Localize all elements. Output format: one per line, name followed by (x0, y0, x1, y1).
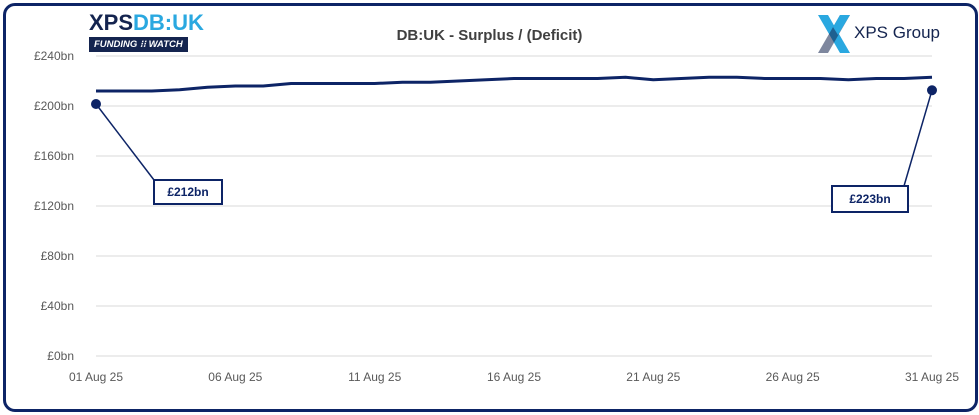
series-line (96, 75, 933, 93)
logo-brand-text: XPSDB:UK (89, 12, 204, 34)
callout-box (153, 179, 223, 205)
y-tick-label: £200bn (34, 99, 74, 113)
chart-title: DB:UK - Surplus / (Deficit) (396, 27, 583, 44)
x-tick-label: 06 Aug 25 (208, 370, 262, 384)
logo-tagline: FUNDING ⁝⁝ WATCH (89, 37, 188, 52)
callout-box (831, 185, 909, 213)
y-tick-label: £160bn (34, 149, 74, 163)
callout-marker (91, 99, 101, 109)
xps-dbuk-logo: XPSDB:UK FUNDING ⁝⁝ WATCH (89, 12, 204, 52)
callout-leader-line (903, 90, 933, 187)
x-tick-label: 01 Aug 25 (69, 370, 123, 384)
x-axis: 01 Aug 25 06 Aug 25 11 Aug 25 16 Aug 25 21 A… (69, 370, 959, 384)
logo-brand-main: XPS (89, 10, 134, 35)
x-tick-label: 26 Aug 25 (766, 370, 820, 384)
callout-marker (927, 85, 937, 96)
callout-label: £223bn (849, 192, 890, 206)
y-tick-label: £40bn (41, 299, 74, 313)
x-tick-label: 11 Aug 25 (348, 370, 401, 384)
logo-right-text: XPS Group (854, 23, 940, 42)
logo-brand-accent: DB:UK (133, 10, 204, 35)
x-tick-label: 16 Aug 25 (487, 370, 541, 384)
x-tick-label: 21 Aug 25 (626, 370, 680, 384)
y-tick-label: £0bn (47, 349, 74, 363)
chart-frame (3, 3, 978, 412)
callout-label: £212bn (167, 185, 208, 199)
gridlines (96, 55, 932, 357)
y-axis: £0bn £40bn £80bn £120bn £160bn £200bn £240bn (34, 49, 74, 363)
callout-leader-line (95, 103, 155, 181)
y-tick-label: £120bn (34, 199, 74, 213)
y-tick-label: £80bn (41, 249, 74, 263)
y-tick-label: £240bn (34, 49, 74, 63)
callouts: £212bn £223bn (91, 85, 937, 213)
xps-x-logo-icon (818, 15, 850, 53)
series-group (96, 75, 933, 93)
xps-group-logo: XPS Group (816, 14, 956, 54)
x-tick-label: 31 Aug 25 (905, 370, 959, 384)
